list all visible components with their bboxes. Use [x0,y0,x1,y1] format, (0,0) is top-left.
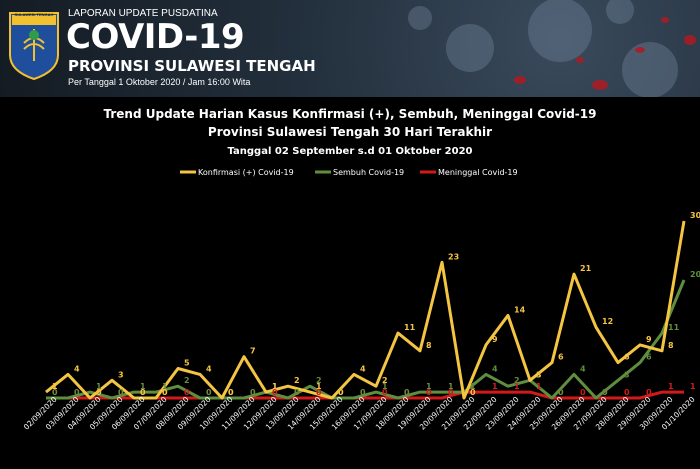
chart-title: Trend Update Harian Kasus Konfirmasi (+)… [104,107,597,121]
data-label: 6 [646,353,652,362]
province-emblem-icon [6,9,62,81]
province-title: PROVINSI SULAWESI TENGAH [68,57,316,75]
chart-subtitle: Provinsi Sulawesi Tengah 30 Hari Terakhi… [208,125,492,139]
main-title: COVID-19 [66,19,244,55]
data-label: 1 [316,382,322,391]
data-label: 1 [690,382,696,391]
line-chart: Trend Update Harian Kasus Konfirmasi (+)… [0,97,700,465]
x-axis: 02/09/202003/09/202004/09/202005/09/2020… [22,395,697,432]
data-label: 12 [602,317,613,326]
data-label: 2 [294,376,300,385]
data-label: 30 [690,211,700,220]
data-label: 4 [360,364,366,373]
data-label: 14 [514,305,526,314]
data-label: 3 [536,370,542,379]
legend-label: Meninggal Covid-19 [438,168,518,177]
data-label: 20 [690,270,700,279]
legend-label: Sembuh Covid-19 [333,168,404,177]
data-label: 1 [668,382,674,391]
header-banner: SULAWESI TENGAH LAPORAN UPDATE PUSDATINA… [0,0,700,97]
data-label: 4 [206,364,212,373]
data-label: 1 [52,382,58,391]
chart-date-range: Tanggal 02 September s.d 01 Oktober 2020 [227,146,472,157]
data-label: 5 [184,359,190,368]
data-label: 1 [426,382,432,391]
data-label: 2 [382,376,388,385]
data-label: 4 [580,364,586,373]
data-label: 1 [536,382,542,391]
data-label: 6 [624,353,630,362]
data-label: 9 [492,335,498,344]
data-label: 9 [646,335,652,344]
chart-legend: Konfirmasi (+) Covid-19 Sembuh Covid-19 Me… [180,168,518,177]
data-label: 8 [426,341,432,350]
data-label: 3 [624,370,630,379]
data-label: 4 [74,364,80,373]
data-label: 11 [668,323,680,332]
data-label: 2 [184,376,190,385]
data-label: 11 [404,323,416,332]
data-label: 8 [668,341,674,350]
data-label: 1 [448,382,454,391]
data-label: 23 [448,252,459,261]
data-label: 6 [558,353,564,362]
chart-area: Trend Update Harian Kasus Konfirmasi (+)… [0,97,700,465]
emblem-label: SULAWESI TENGAH [8,12,60,17]
data-label: 7 [250,347,256,356]
data-label: 1 [272,382,278,391]
data-label: 1 [492,382,498,391]
data-label: 21 [580,264,592,273]
data-label: 3 [118,370,124,379]
date-line: Per Tanggal 1 Oktober 2020 / Jam 16:00 W… [68,77,250,87]
data-label: 4 [492,364,498,373]
legend-label: Konfirmasi (+) Covid-19 [198,168,294,177]
data-label: 2 [514,376,520,385]
